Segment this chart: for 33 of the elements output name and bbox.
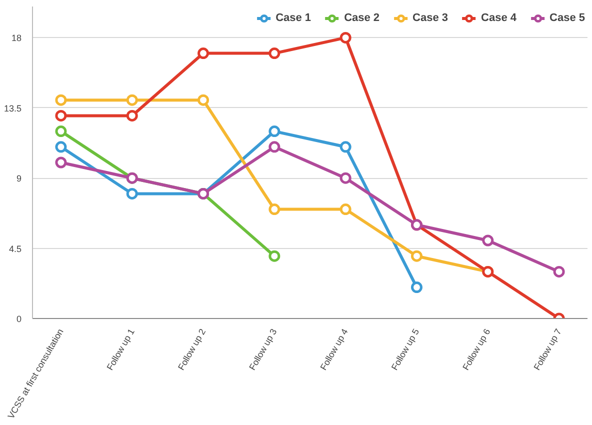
y-tick-label: 18 [11,33,22,44]
point [126,94,138,106]
point [410,250,422,262]
point [55,110,67,122]
point [55,156,67,168]
point [340,172,352,184]
point [198,94,210,106]
point [55,94,67,106]
point [482,234,494,246]
point [268,141,280,153]
point [55,141,67,153]
point [553,266,565,278]
legend-label: Case 5 [550,12,585,24]
point [340,32,352,44]
legend-label: Case 4 [481,12,517,24]
y-tick-label: 13.5 [4,103,22,114]
point [340,141,352,153]
point [410,282,422,294]
point [268,204,280,216]
point [268,250,280,262]
point [268,48,280,60]
legend-label: Case 3 [412,12,448,24]
point [340,204,352,216]
legend-label: Case 2 [344,12,380,24]
point [55,126,67,138]
point [126,188,138,200]
point [198,48,210,60]
point [268,126,280,138]
y-tick-label: 0 [16,314,22,324]
y-tick-label: 9 [16,174,22,184]
point [126,110,138,122]
y-tick-label: 4.5 [8,244,22,254]
legend-label: Case 1 [276,12,312,24]
